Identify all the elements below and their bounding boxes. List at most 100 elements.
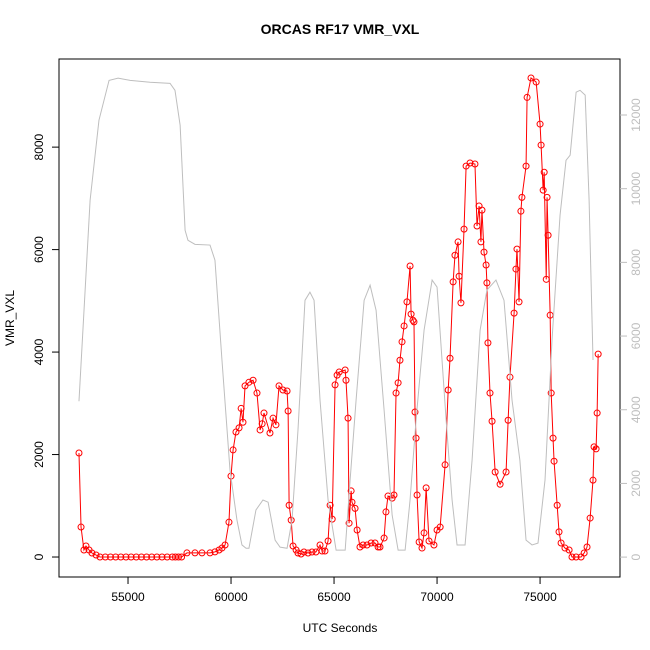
data-point bbox=[272, 421, 280, 429]
data-point bbox=[455, 272, 463, 280]
data-point bbox=[341, 366, 349, 374]
data-point bbox=[590, 443, 598, 451]
data-point bbox=[496, 480, 504, 488]
data-point bbox=[77, 523, 85, 531]
data-point bbox=[328, 515, 336, 523]
y2-tick-label: 10000 bbox=[629, 172, 643, 206]
data-point bbox=[308, 548, 316, 556]
y-tick-label: 6000 bbox=[32, 236, 46, 263]
data-point bbox=[132, 553, 140, 561]
data-point bbox=[547, 389, 555, 397]
data-point bbox=[523, 93, 531, 101]
data-point bbox=[580, 549, 588, 557]
data-point bbox=[436, 523, 444, 531]
data-point bbox=[148, 553, 156, 561]
data-point bbox=[488, 417, 496, 425]
data-point bbox=[586, 514, 594, 522]
data-point bbox=[565, 546, 573, 554]
data-point bbox=[92, 551, 100, 559]
data-point bbox=[411, 408, 419, 416]
y-tick-label: 2000 bbox=[32, 441, 46, 468]
x-tick-label: 60000 bbox=[214, 590, 248, 604]
data-point bbox=[536, 120, 544, 128]
data-point bbox=[153, 553, 161, 561]
data-point bbox=[539, 186, 547, 194]
data-point bbox=[283, 387, 291, 395]
data-point bbox=[460, 225, 468, 233]
data-point bbox=[260, 409, 268, 417]
data-point bbox=[403, 298, 411, 306]
data-point bbox=[412, 434, 420, 442]
data-point bbox=[382, 508, 390, 516]
data-point bbox=[237, 404, 245, 412]
data-point bbox=[486, 389, 494, 397]
data-point bbox=[374, 543, 382, 551]
data-point bbox=[300, 548, 308, 556]
data-point bbox=[504, 416, 512, 424]
y2-tick-label: 8000 bbox=[629, 249, 643, 276]
data-point bbox=[425, 537, 433, 545]
y-tick-label: 4000 bbox=[32, 338, 46, 365]
data-point bbox=[512, 265, 520, 273]
data-point bbox=[540, 168, 548, 176]
data-point bbox=[353, 526, 361, 534]
data-point bbox=[444, 386, 452, 394]
data-point bbox=[229, 446, 237, 454]
data-point bbox=[510, 309, 518, 317]
data-point bbox=[518, 193, 526, 201]
data-point bbox=[413, 491, 421, 499]
data-point bbox=[269, 414, 277, 422]
data-point bbox=[477, 238, 485, 246]
data-point bbox=[471, 160, 479, 168]
data-point bbox=[451, 251, 459, 259]
series-line bbox=[78, 77, 594, 551]
data-point bbox=[480, 248, 488, 256]
data-point bbox=[589, 476, 597, 484]
series-line bbox=[78, 77, 599, 558]
data-point bbox=[245, 378, 253, 386]
data-point bbox=[163, 553, 171, 561]
data-point bbox=[380, 534, 388, 542]
data-point bbox=[406, 262, 414, 270]
data-point bbox=[191, 549, 199, 557]
data-point bbox=[549, 434, 557, 442]
data-point bbox=[225, 518, 233, 526]
data-point bbox=[285, 501, 293, 509]
data-point bbox=[557, 539, 565, 547]
data-point bbox=[279, 386, 287, 394]
data-point bbox=[513, 245, 521, 253]
data-point bbox=[568, 553, 576, 561]
data-point bbox=[484, 339, 492, 347]
data-point bbox=[88, 549, 96, 557]
data-point bbox=[430, 541, 438, 549]
y-axis-title: VMR_VXL bbox=[3, 290, 17, 346]
plot-frame bbox=[58, 58, 621, 578]
data-point bbox=[517, 207, 525, 215]
data-point bbox=[376, 543, 384, 551]
data-point bbox=[449, 278, 457, 286]
x-axis-title: UTC Seconds bbox=[303, 621, 378, 635]
data-point bbox=[284, 407, 292, 415]
data-point bbox=[158, 553, 166, 561]
data-point bbox=[335, 368, 343, 376]
data-point bbox=[396, 356, 404, 364]
data-point bbox=[80, 546, 88, 554]
data-point bbox=[537, 141, 545, 149]
data-point bbox=[321, 547, 329, 555]
data-point bbox=[221, 541, 229, 549]
data-point bbox=[482, 261, 490, 269]
data-point bbox=[527, 74, 535, 82]
data-point bbox=[342, 376, 350, 384]
data-point bbox=[127, 553, 135, 561]
data-point bbox=[422, 484, 430, 492]
y-tick-label: 0 bbox=[32, 553, 46, 560]
data-point bbox=[394, 379, 402, 387]
data-point bbox=[143, 553, 151, 561]
data-point bbox=[326, 501, 334, 509]
data-point bbox=[241, 382, 249, 390]
chart-title: ORCAS RF17 VMR_VXL bbox=[261, 21, 420, 37]
data-point bbox=[550, 457, 558, 465]
data-point bbox=[418, 544, 426, 552]
x-tick-label: 55000 bbox=[111, 590, 145, 604]
x-tick-label: 75000 bbox=[523, 590, 557, 604]
